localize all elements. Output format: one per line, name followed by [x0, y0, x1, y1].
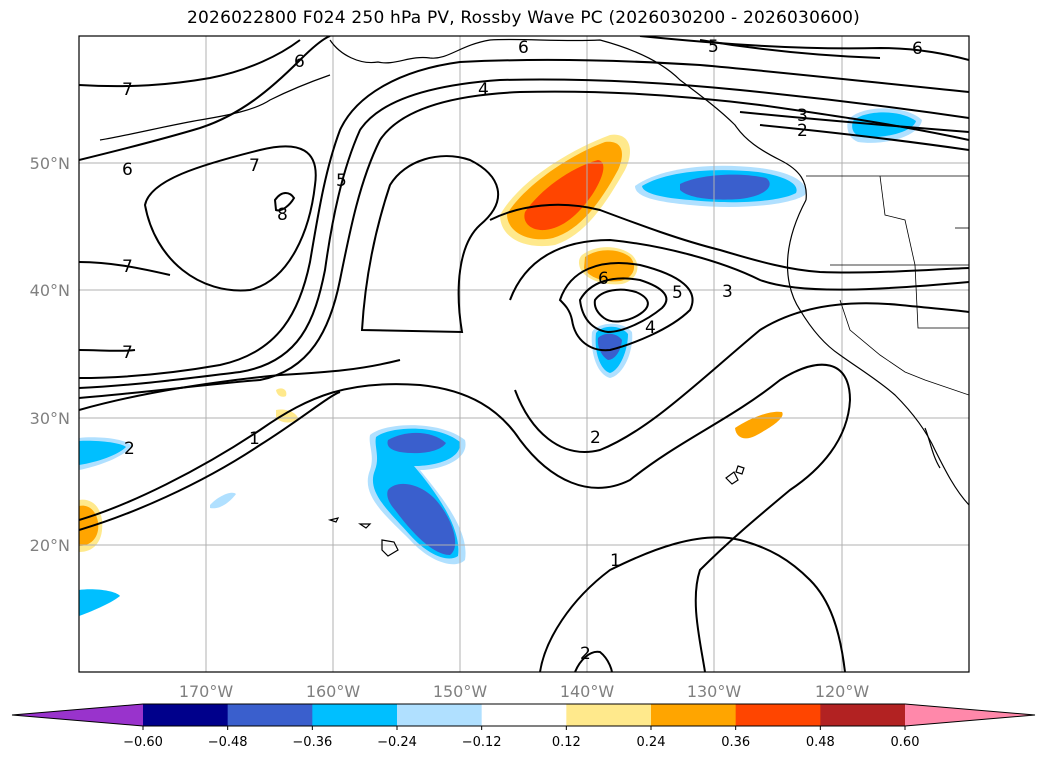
lon-label: 150°W — [433, 682, 488, 701]
colorbar-extend-min — [12, 704, 143, 726]
contour-label: 8 — [277, 205, 288, 225]
contour-label: 2 — [580, 644, 591, 664]
contour-label: 7 — [249, 156, 260, 176]
colorbar-tick-label: 0.24 — [637, 735, 666, 750]
contour-label: 6 — [518, 38, 529, 58]
contour-label: 4 — [645, 318, 656, 338]
contour-label: 6 — [294, 52, 305, 72]
contour-label: 7 — [122, 343, 133, 363]
contour-trough-4 — [489, 203, 969, 274]
colorbar-tick-label: −0.36 — [292, 735, 332, 750]
contour-trough-loop — [558, 262, 694, 352]
colorbar-tick-label: 0.36 — [721, 735, 750, 750]
contour-6-ne — [639, 36, 969, 61]
colorbar-tick-label: −0.48 — [208, 735, 248, 750]
hawaii-islands — [327, 517, 399, 557]
contour-label: 6 — [598, 269, 609, 289]
colorbar-bin — [143, 704, 229, 726]
colorbar-bin — [227, 704, 313, 726]
colorbar-bin — [312, 704, 398, 726]
contour-2-lower — [574, 650, 613, 672]
contour-8-west — [143, 145, 317, 292]
lon-label: 120°W — [815, 682, 870, 701]
negative-anomalies — [79, 108, 922, 616]
colorbar-bin — [566, 704, 652, 726]
contour-2-ne — [759, 124, 969, 151]
contour-label: 6 — [912, 39, 923, 59]
contour-7-upper — [79, 39, 301, 88]
contour-label: 7 — [122, 80, 133, 100]
contour-2-mid — [514, 302, 969, 453]
lon-label: 140°W — [560, 682, 615, 701]
colorbar-tick-label: 0.60 — [891, 735, 920, 750]
colorbar-tick-label: 0.48 — [806, 735, 835, 750]
lon-label: 130°W — [687, 682, 742, 701]
contour-7-west — [79, 261, 171, 276]
contour-5-ne — [699, 39, 881, 59]
contour-label: 5 — [708, 37, 719, 57]
contour-label-group: 6 5 6 6 7 4 3 2 6 7 5 8 7 7 5 3 4 6 2 1 … — [122, 37, 923, 664]
colorbar-bin — [481, 704, 567, 726]
contour-label: 3 — [722, 282, 733, 302]
colorbar-tick-label: 0.12 — [552, 735, 581, 750]
contour-label: 5 — [672, 283, 683, 303]
colorbar: −0.60 −0.48 −0.36 −0.24 −0.12 0.12 0.24 0.36 0.4… — [11, 703, 1036, 750]
lat-label: 20°N — [30, 536, 70, 555]
map-title: 2026022800 F024 250 hPa PV, Rossby Wave … — [187, 8, 860, 28]
lat-label: 40°N — [30, 281, 70, 300]
contour-label: 7 — [122, 257, 133, 277]
contour-label: 2 — [590, 428, 601, 448]
contour-1-lower — [539, 536, 846, 672]
contour-3-ne — [739, 111, 969, 133]
contour-trough-3 — [509, 238, 969, 301]
colorbar-tick-label: −0.60 — [123, 735, 163, 750]
contour-label: 1 — [249, 429, 260, 449]
contour-closed-center — [360, 155, 500, 334]
lat-label: 50°N — [30, 154, 70, 173]
west-coast — [786, 199, 969, 506]
colorbar-bin — [397, 704, 483, 726]
contour-1 — [79, 363, 852, 672]
contour-ridge-outer — [79, 90, 969, 399]
map-frame — [78, 35, 970, 673]
coastlines — [99, 38, 969, 557]
colorbar-tick-label: −0.24 — [377, 735, 417, 750]
contour-label: 1 — [610, 551, 621, 571]
colorbar-bin — [820, 704, 906, 726]
borders — [806, 175, 969, 396]
colorbar-bin — [735, 704, 821, 726]
lat-label: 30°N — [30, 409, 70, 428]
lon-label: 160°W — [306, 682, 361, 701]
pv-contours — [79, 36, 969, 672]
colorbar-extend-max — [905, 704, 1035, 726]
colorbar-bin — [651, 704, 737, 726]
contour-label: 5 — [336, 171, 347, 191]
contour-label: 6 — [122, 160, 133, 180]
contour-label: 2 — [124, 439, 135, 459]
contour-label: 4 — [478, 80, 489, 100]
alaska-coast — [329, 38, 807, 201]
contour-6-upper — [79, 36, 331, 161]
contour-label: 3 — [797, 106, 808, 126]
latitude-labels: 50°N 40°N 30°N 20°N — [30, 154, 70, 555]
longitude-labels: 170°W 160°W 150°W 140°W 130°W 120°W — [179, 682, 870, 701]
colorbar-tick-label: −0.12 — [462, 735, 502, 750]
contour-label: 2 — [797, 121, 808, 141]
lon-label: 170°W — [179, 682, 234, 701]
map-area — [79, 36, 969, 672]
